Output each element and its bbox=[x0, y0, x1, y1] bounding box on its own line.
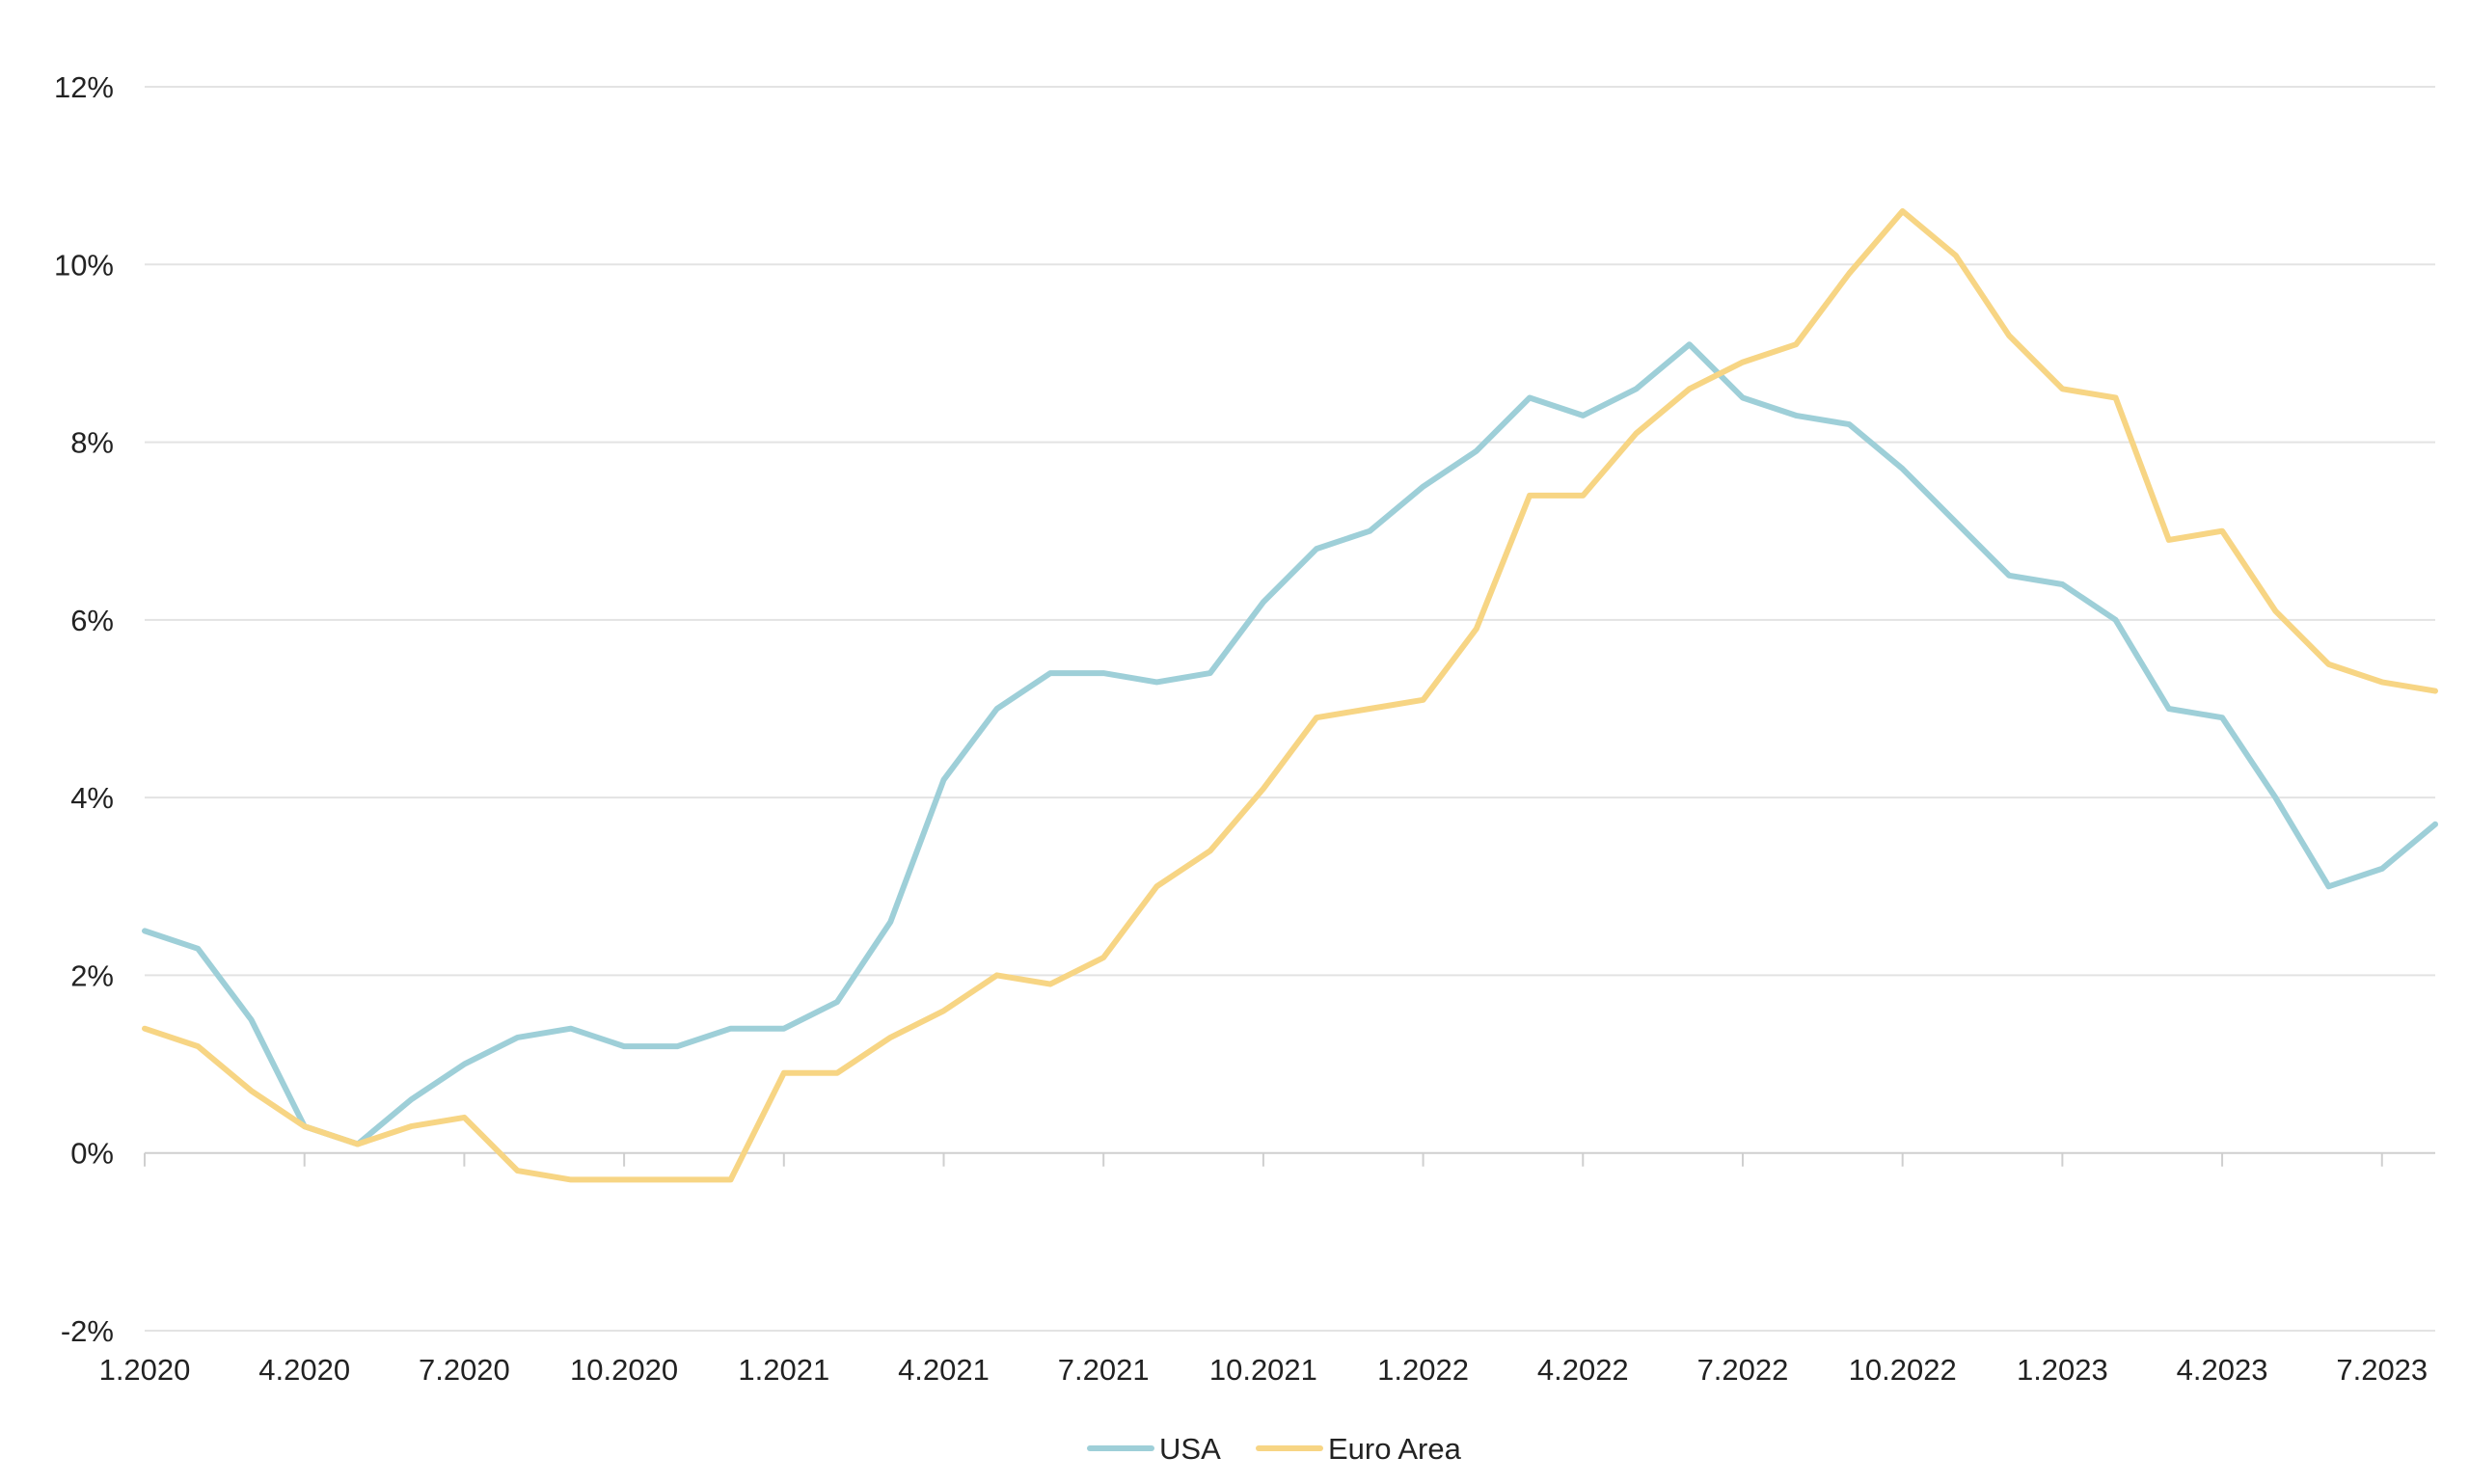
x-tick-label: 10.2021 bbox=[1209, 1353, 1317, 1387]
legend: USA Euro Area bbox=[1087, 1432, 1462, 1466]
y-tick-label: 2% bbox=[70, 958, 114, 992]
y-tick-label: 8% bbox=[70, 426, 114, 460]
series-line-usa bbox=[142, 341, 2438, 1147]
y-axis: -2% 0% 2% 4% 6% 8% 10% 12% bbox=[54, 70, 114, 1348]
x-tick-label: 4.2022 bbox=[1537, 1353, 1629, 1387]
x-tick-label: 10.2020 bbox=[570, 1353, 678, 1387]
y-tick-label: 4% bbox=[70, 781, 114, 815]
x-tick-label: 1.2022 bbox=[1377, 1353, 1469, 1387]
x-tick-label: 4.2021 bbox=[898, 1353, 990, 1387]
x-tick-label: 7.2020 bbox=[419, 1353, 510, 1387]
y-tick-label: 12% bbox=[54, 70, 114, 104]
legend-label: Euro Area bbox=[1328, 1432, 1462, 1466]
x-tick-label: 10.2022 bbox=[1849, 1353, 1957, 1387]
y-tick-label: 10% bbox=[54, 248, 114, 282]
x-tick-label: 7.2023 bbox=[2336, 1353, 2428, 1387]
x-tick-label: 1.2021 bbox=[738, 1353, 829, 1387]
series-lines bbox=[142, 208, 2438, 1183]
x-axis: 1.2020 4.2020 7.2020 10.2020 1.2021 4.2021 7.2… bbox=[99, 1152, 2428, 1387]
x-tick-label: 4.2023 bbox=[2177, 1353, 2268, 1387]
y-tick-label: -2% bbox=[61, 1314, 114, 1348]
x-tick-label: 7.2021 bbox=[1058, 1353, 1150, 1387]
y-tick-label: 6% bbox=[70, 604, 114, 637]
grid-lines bbox=[145, 86, 2435, 1332]
x-tick-label: 7.2022 bbox=[1697, 1353, 1789, 1387]
y-tick-label: 0% bbox=[70, 1137, 114, 1171]
legend-item-usa[interactable]: USA bbox=[1087, 1432, 1221, 1466]
legend-label: USA bbox=[1159, 1432, 1221, 1466]
x-tick-label: 1.2023 bbox=[2017, 1353, 2108, 1387]
series-line-euro-area bbox=[142, 208, 2438, 1183]
legend-item-euro-area[interactable]: Euro Area bbox=[1256, 1432, 1462, 1466]
x-tick-label: 1.2020 bbox=[99, 1353, 191, 1387]
x-tick-label: 4.2020 bbox=[258, 1353, 350, 1387]
